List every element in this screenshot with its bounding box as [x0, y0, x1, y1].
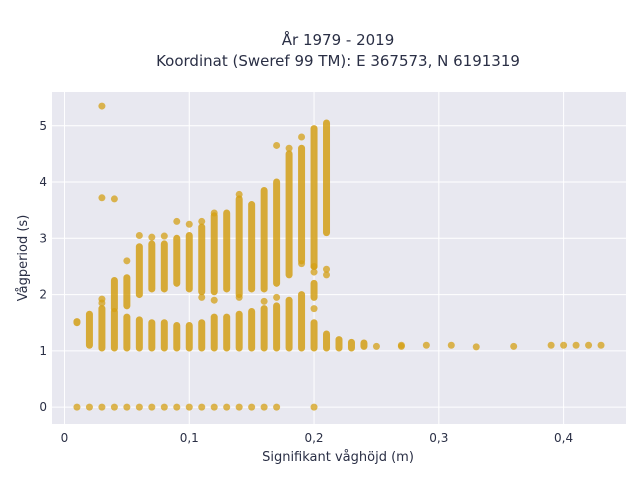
- data-point: [422, 341, 430, 349]
- data-point: [135, 231, 143, 239]
- data-point: [185, 403, 193, 411]
- x-axis-label: Signifikant våghöjd (m): [262, 450, 414, 465]
- data-point: [98, 194, 106, 202]
- data-point: [98, 295, 106, 303]
- data-point: [447, 341, 455, 349]
- data-point: [123, 403, 131, 411]
- data-point: [185, 220, 193, 228]
- data-point: [85, 403, 93, 411]
- x-tick-label: 0,4: [554, 431, 573, 445]
- data-point: [597, 341, 605, 349]
- data-point: [323, 271, 331, 279]
- data-point: [248, 403, 256, 411]
- data-point: [472, 343, 480, 351]
- data-point: [98, 403, 106, 411]
- data-point: [260, 297, 268, 305]
- data-point: [210, 296, 218, 304]
- data-point: [310, 268, 318, 276]
- data-point: [235, 403, 243, 411]
- x-tick-labels: 0 0,1 0,2 0,3 0,4: [61, 431, 573, 445]
- data-point: [572, 341, 580, 349]
- x-tick-label: 0,2: [304, 431, 323, 445]
- x-tick-label: 0,3: [429, 431, 448, 445]
- data-point: [547, 341, 555, 349]
- data-point: [273, 403, 281, 411]
- y-tick-label: 5: [39, 119, 47, 133]
- data-point: [323, 265, 331, 273]
- data-point: [98, 102, 106, 110]
- data-point: [310, 262, 318, 270]
- data-point: [223, 403, 231, 411]
- data-point: [372, 342, 380, 350]
- data-point: [110, 195, 118, 203]
- data-point: [198, 403, 206, 411]
- data-point: [273, 141, 281, 149]
- data-point: [285, 144, 293, 152]
- data-point: [310, 403, 318, 411]
- data-point: [198, 217, 206, 225]
- data-points: [73, 102, 605, 411]
- data-point: [110, 403, 118, 411]
- y-tick-label: 1: [39, 344, 47, 358]
- y-tick-label: 0: [39, 400, 47, 414]
- data-point: [135, 403, 143, 411]
- y-tick-label: 4: [39, 175, 47, 189]
- data-point: [173, 403, 181, 411]
- data-point: [148, 233, 156, 241]
- data-point: [210, 209, 218, 217]
- data-point: [73, 403, 81, 411]
- y-tick-labels: 0 1 2 3 4 5: [39, 119, 47, 414]
- x-tick-label: 0: [61, 431, 69, 445]
- data-point: [310, 305, 318, 313]
- data-point: [148, 403, 156, 411]
- y-tick-label: 2: [39, 288, 47, 302]
- data-point: [273, 293, 281, 301]
- data-point: [298, 133, 306, 141]
- data-point: [560, 341, 568, 349]
- data-point: [585, 341, 593, 349]
- data-point: [173, 217, 181, 225]
- data-point: [510, 342, 518, 350]
- data-point: [298, 260, 306, 268]
- data-point: [160, 403, 168, 411]
- data-point: [397, 341, 405, 349]
- data-point: [235, 293, 243, 301]
- data-point: [210, 403, 218, 411]
- plot-background: [52, 92, 626, 424]
- chart-title-line-1: År 1979 - 2019: [282, 30, 395, 49]
- x-tick-label: 0,1: [180, 431, 199, 445]
- data-point: [260, 403, 268, 411]
- y-tick-label: 3: [39, 231, 47, 245]
- data-point: [123, 257, 131, 265]
- y-axis-label: Vågperiod (s): [16, 215, 31, 302]
- data-point: [160, 232, 168, 240]
- chart-title-line-2: Koordinat (Sweref 99 TM): E 367573, N 61…: [156, 52, 520, 70]
- data-point: [198, 293, 206, 301]
- data-point: [235, 190, 243, 198]
